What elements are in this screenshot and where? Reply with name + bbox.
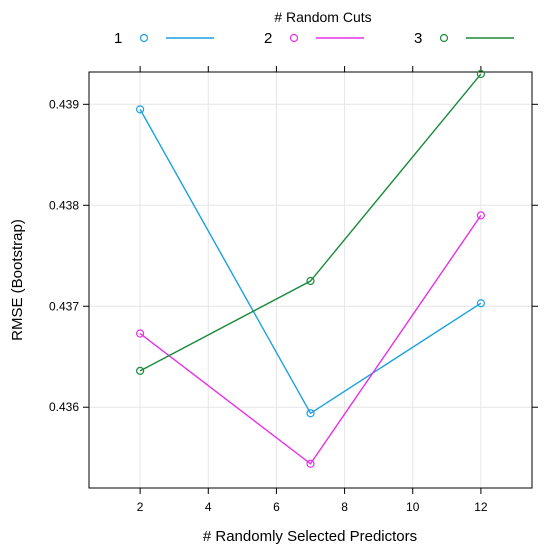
series-3-point-2: [476, 69, 485, 79]
x-axis-label: # Randomly Selected Predictors: [203, 528, 417, 545]
y-tick-label-2: 0.438: [49, 198, 79, 212]
series-line-1: [139, 109, 482, 415]
y-tick-label-1: 0.437: [49, 299, 79, 313]
y-tick-label-0: 0.436: [49, 400, 79, 414]
legend-label-1: 1: [114, 30, 122, 47]
plot-frame: [88, 71, 533, 489]
legend-marker-2: [289, 33, 299, 43]
series-1-point-0: [136, 105, 145, 114]
series-1-point-2: [476, 299, 485, 308]
x-tick-label-4: 10: [406, 500, 420, 514]
axes: 2 4 6 8 10 12 0.436 0.437 0.438 0.439: [49, 66, 538, 514]
series-line-3: [139, 73, 482, 372]
y-axis-label: RMSE (Bootstrap): [9, 219, 26, 341]
series-3-point-1: [306, 276, 315, 286]
legend-label-3: 3: [414, 30, 422, 47]
series-line-2: [139, 214, 482, 465]
x-tick-label-5: 12: [474, 500, 488, 514]
series-2-point-1: [306, 459, 315, 468]
legend-title: # Random Cuts: [274, 9, 371, 25]
series-3-point-0: [136, 366, 145, 375]
x-tick-label-1: 4: [205, 500, 212, 514]
series: [136, 69, 485, 468]
series-2-point-2: [476, 211, 485, 220]
series-2-point-0: [136, 329, 145, 338]
legend-marker-3: [439, 33, 449, 43]
legend: # Random Cuts 1 2 3: [114, 9, 514, 47]
x-tick-label-2: 6: [273, 500, 280, 514]
grid: [89, 72, 532, 488]
x-tick-label-0: 2: [137, 500, 144, 514]
legend-label-2: 2: [264, 30, 272, 47]
legend-marker-1: [139, 33, 149, 43]
x-tick-label-3: 8: [341, 500, 348, 514]
series-1-point-1: [306, 409, 315, 418]
y-tick-label-3: 0.439: [49, 97, 79, 111]
